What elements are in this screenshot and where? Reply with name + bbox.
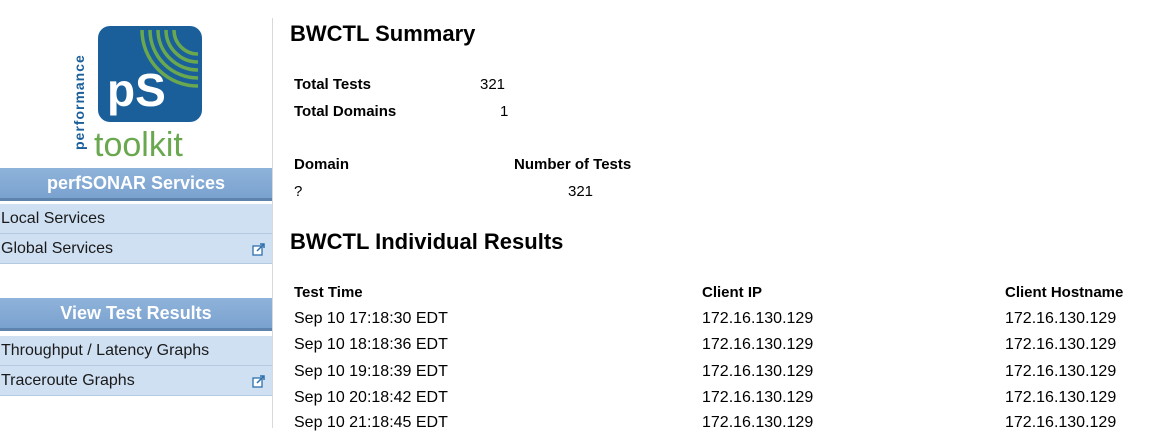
client-ip-header: Client IP bbox=[702, 284, 763, 301]
test-time-cell: Sep 10 20:18:42 EDT bbox=[294, 389, 448, 406]
sidebar-item-label: Traceroute Graphs bbox=[1, 371, 135, 389]
results-section-header: View Test Results bbox=[0, 298, 272, 331]
results-title: BWCTL Individual Results bbox=[290, 229, 564, 254]
logo-initials: pS bbox=[107, 64, 166, 116]
total-domains-label: Total Domains bbox=[294, 103, 397, 120]
total-domains-value: 1 bbox=[500, 103, 509, 120]
client-hostname-cell: 172.16.130.129 bbox=[1005, 336, 1117, 353]
client-ip-cell: 172.16.130.129 bbox=[702, 389, 814, 406]
services-menu: Local Services Global Services bbox=[0, 204, 272, 264]
results-menu: Throughput / Latency Graphs Traceroute G… bbox=[0, 336, 272, 396]
total-tests-label: Total Tests bbox=[294, 76, 371, 93]
services-section-header: perfSONAR Services bbox=[0, 168, 272, 201]
logo-word: toolkit bbox=[94, 126, 183, 160]
client-hostname-cell: 172.16.130.129 bbox=[1005, 414, 1117, 431]
logo-small-text: performance bbox=[71, 54, 87, 150]
total-tests-value: 321 bbox=[480, 76, 506, 93]
test-time-header: Test Time bbox=[294, 284, 363, 301]
client-hostname-header: Client Hostname bbox=[1005, 284, 1124, 301]
number-of-tests-header: Number of Tests bbox=[514, 156, 632, 173]
sidebar-item-local-services[interactable]: Local Services bbox=[0, 204, 272, 234]
perfsonar-toolkit-logo[interactable]: pS performance toolkit bbox=[70, 22, 210, 160]
external-link-icon[interactable] bbox=[252, 374, 266, 388]
test-time-cell: Sep 10 18:18:36 EDT bbox=[294, 336, 448, 353]
test-time-cell: Sep 10 21:18:45 EDT bbox=[294, 414, 448, 431]
client-ip-cell: 172.16.130.129 bbox=[702, 414, 814, 431]
sidebar-item-throughput-latency-graphs[interactable]: Throughput / Latency Graphs bbox=[0, 336, 272, 366]
main-content: BWCTL Summary Total Tests 321 Total Doma… bbox=[290, 0, 1150, 431]
client-hostname-cell: 172.16.130.129 bbox=[1005, 389, 1117, 406]
client-ip-cell: 172.16.130.129 bbox=[702, 363, 814, 380]
sidebar: pS performance toolkit perfSONAR Service… bbox=[0, 0, 272, 428]
sidebar-item-label: Throughput / Latency Graphs bbox=[1, 341, 210, 359]
client-hostname-cell: 172.16.130.129 bbox=[1005, 310, 1117, 327]
client-ip-cell: 172.16.130.129 bbox=[702, 336, 814, 353]
test-time-cell: Sep 10 19:18:39 EDT bbox=[294, 363, 448, 380]
number-of-tests-cell: 321 bbox=[568, 183, 594, 200]
sidebar-item-traceroute-graphs[interactable]: Traceroute Graphs bbox=[0, 366, 272, 396]
sidebar-item-global-services[interactable]: Global Services bbox=[0, 234, 272, 264]
client-hostname-cell: 172.16.130.129 bbox=[1005, 363, 1117, 380]
sidebar-divider bbox=[272, 18, 273, 428]
domain-cell: ? bbox=[294, 183, 303, 200]
client-ip-cell: 172.16.130.129 bbox=[702, 310, 814, 327]
summary-title: BWCTL Summary bbox=[290, 21, 476, 46]
test-time-cell: Sep 10 17:18:30 EDT bbox=[294, 310, 448, 327]
sidebar-item-label: Local Services bbox=[1, 209, 106, 227]
sidebar-item-label: Global Services bbox=[1, 239, 114, 257]
domain-header: Domain bbox=[294, 156, 350, 173]
external-link-icon[interactable] bbox=[252, 242, 266, 256]
